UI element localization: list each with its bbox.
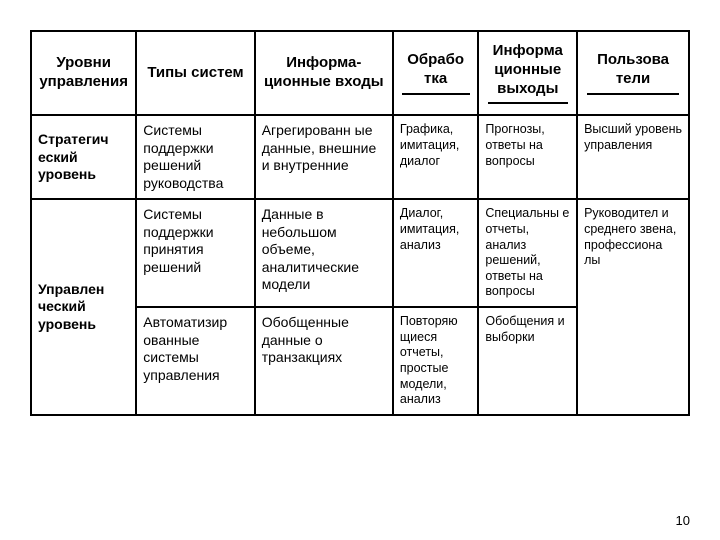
table-header-row: Уровни управления Типы систем Информа-ци… xyxy=(31,31,689,115)
cell-outputs: Обобщения и выборки xyxy=(478,307,577,415)
header-underline-icon xyxy=(488,102,568,104)
page-number: 10 xyxy=(676,513,690,528)
table-row: Управлен ческий уровень Системы поддержк… xyxy=(31,199,689,307)
cell-level-management: Управлен ческий уровень xyxy=(31,199,136,415)
cell-outputs: Специальны е отчеты, анализ решений, отв… xyxy=(478,199,577,307)
info-systems-table: Уровни управления Типы систем Информа-ци… xyxy=(30,30,690,416)
cell-system: Системы поддержки принятия решений xyxy=(136,199,254,307)
page-container: Уровни управления Типы систем Информа-ци… xyxy=(0,0,720,540)
cell-processing: Графика, имитация, диалог xyxy=(393,115,479,199)
col-header-processing-text: Обрабо тка xyxy=(407,51,464,87)
table-row: Стратегич еский уровень Системы поддержк… xyxy=(31,115,689,199)
cell-system: Системы поддержки решений руководства xyxy=(136,115,254,199)
cell-inputs: Агрегированн ые данные, внешние и внутре… xyxy=(255,115,393,199)
cell-inputs: Данные в небольшом объеме, аналитические… xyxy=(255,199,393,307)
cell-users: Руководител и среднего звена, профессион… xyxy=(577,199,689,415)
col-header-outputs: Информа ционные выходы xyxy=(478,31,577,115)
cell-outputs: Прогнозы, ответы на вопросы xyxy=(478,115,577,199)
cell-inputs: Обобщенные данные о транзакциях xyxy=(255,307,393,415)
header-underline-icon xyxy=(587,93,679,95)
cell-processing: Диалог, имитация, анализ xyxy=(393,199,479,307)
col-header-outputs-text: Информа ционные выходы xyxy=(493,42,563,97)
col-header-processing: Обрабо тка xyxy=(393,31,479,115)
header-underline-icon xyxy=(402,93,470,95)
col-header-levels: Уровни управления xyxy=(31,31,136,115)
col-header-inputs: Информа-ционные входы xyxy=(255,31,393,115)
col-header-users-text: Пользова тели xyxy=(597,51,669,87)
cell-processing: Повторяю щиеся отчеты, простые модели, а… xyxy=(393,307,479,415)
cell-level-strategic: Стратегич еский уровень xyxy=(31,115,136,199)
col-header-users: Пользова тели xyxy=(577,31,689,115)
cell-system: Автоматизир ованные системы управления xyxy=(136,307,254,415)
col-header-types: Типы систем xyxy=(136,31,254,115)
cell-users: Высший уровень управления xyxy=(577,115,689,199)
